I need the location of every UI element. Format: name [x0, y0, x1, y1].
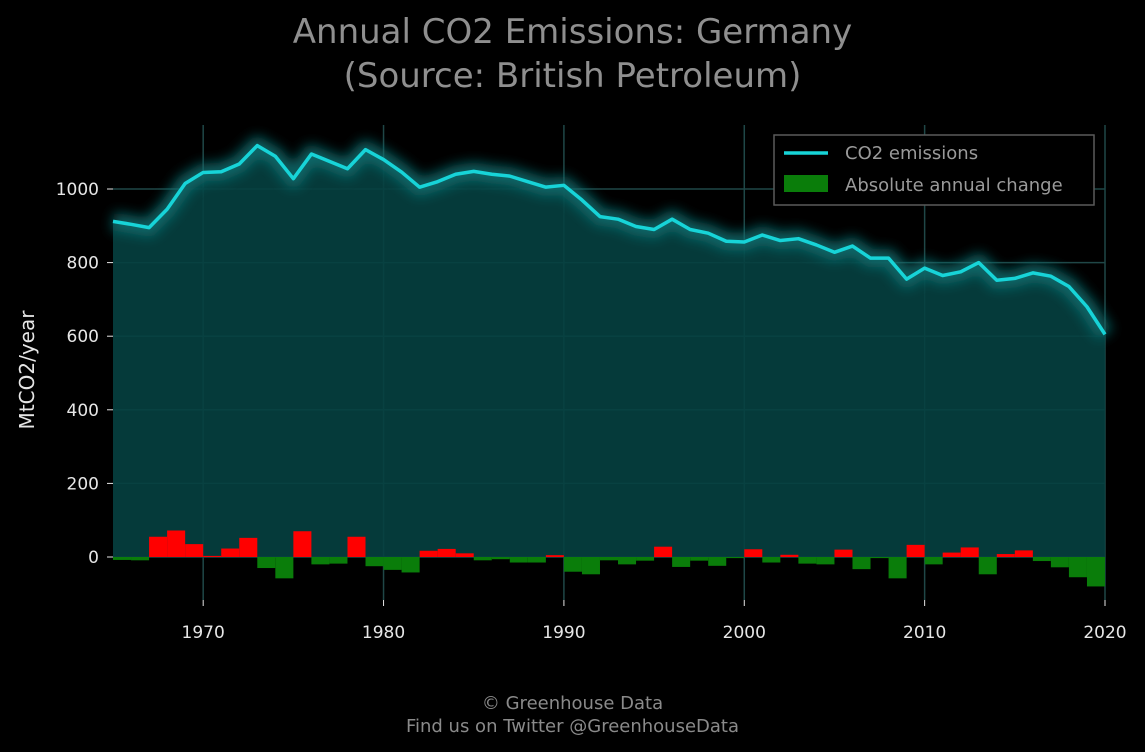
x-tick-label: 2000 — [723, 623, 766, 643]
annual-change-bar — [636, 557, 655, 561]
legend: CO2 emissions Absolute annual change — [773, 134, 1095, 206]
annual-change-bar — [1086, 557, 1105, 587]
annual-change-bar — [798, 557, 817, 564]
x-tick-label: 1990 — [542, 623, 585, 643]
annual-change-bar — [996, 554, 1015, 557]
annual-change-bar — [618, 557, 637, 565]
y-axis-title: MtCO2/year — [15, 310, 39, 430]
annual-change-bar — [924, 557, 943, 565]
annual-change-bar — [509, 557, 528, 563]
annual-change-bar — [527, 557, 546, 563]
y-tick-label: 800 — [67, 254, 99, 274]
emissions-line — [112, 143, 1107, 336]
x-axis-ticks: 1970 1980 1990 2000 2010 2020 — [182, 600, 1127, 643]
annual-change-bar — [293, 531, 312, 557]
annual-change-bar — [1050, 557, 1069, 568]
annual-change-bar — [978, 557, 997, 575]
annual-change-bar — [473, 557, 492, 561]
annual-change-bar — [654, 546, 673, 557]
annual-change-bar — [906, 544, 925, 557]
annual-change-bar — [960, 547, 979, 557]
chart-title-line1: Annual CO2 Emissions: Germany — [292, 12, 853, 52]
y-axis-ticks: 0 200 400 600 800 1000 — [56, 180, 113, 568]
annual-change-bar — [365, 557, 384, 567]
y-tick-label: 0 — [88, 548, 99, 568]
annual-change-bar — [690, 557, 709, 561]
annual-change-bar — [113, 557, 132, 560]
annual-change-bar — [599, 557, 619, 561]
chart-title: Annual CO2 Emissions: Germany (Source: B… — [0, 10, 1145, 98]
annual-change-bar — [1014, 550, 1033, 557]
annual-change-bar — [545, 555, 564, 557]
annual-change-bar — [834, 549, 853, 557]
annual-change-bar — [888, 557, 907, 579]
footer: © Greenhouse Data Find us on Twitter @Gr… — [0, 692, 1145, 738]
annual-change-bar — [455, 553, 474, 557]
annual-change-bar — [257, 557, 276, 569]
annual-change-bar — [383, 557, 402, 570]
annual-change-bar — [401, 557, 420, 573]
annual-change-bar — [329, 557, 348, 564]
legend-box — [773, 134, 1095, 206]
y-tick-label: 600 — [67, 327, 99, 347]
annual-change-bar — [852, 557, 871, 570]
footer-copyright: © Greenhouse Data — [481, 693, 664, 714]
emissions-area-fill — [113, 145, 1105, 558]
annual-change-bar — [203, 555, 222, 557]
x-tick-label: 2020 — [1083, 623, 1126, 643]
y-tick-label: 1000 — [56, 180, 99, 200]
annual-change-bar — [491, 557, 510, 560]
annual-change-bar — [437, 548, 456, 557]
y-tick-label: 400 — [67, 401, 99, 421]
legend-bar-swatch — [784, 175, 828, 192]
annual-change-bar — [942, 552, 961, 557]
annual-change-bar — [816, 557, 835, 565]
emissions-area — [113, 145, 1105, 558]
annual-change-bar — [581, 557, 600, 575]
annual-change-bar — [185, 544, 204, 557]
annual-change-bar — [149, 536, 168, 557]
annual-change-bar — [1068, 557, 1087, 578]
x-tick-label: 1980 — [362, 623, 405, 643]
y-tick-label: 200 — [67, 474, 99, 494]
annual-change-bar — [419, 550, 438, 557]
annual-change-bar — [726, 557, 745, 559]
annual-change-bar — [167, 530, 186, 557]
annual-change-bar — [239, 537, 258, 557]
annual-change-bar — [870, 557, 889, 559]
annual-change-bar — [563, 557, 582, 572]
chart-title-line2: (Source: British Petroleum) — [343, 56, 802, 96]
x-tick-label: 2010 — [903, 623, 946, 643]
x-tick-label: 1970 — [182, 623, 225, 643]
annual-change-bar — [131, 557, 150, 561]
annual-change-bar — [221, 548, 240, 557]
annual-change-bar — [275, 557, 294, 579]
annual-change-bar — [672, 557, 691, 567]
annual-change-bar — [744, 549, 763, 557]
annual-change-bar — [1032, 557, 1051, 562]
legend-label-change: Absolute annual change — [845, 175, 1063, 196]
annual-change-bar — [780, 554, 799, 557]
annual-change-bar — [311, 557, 330, 565]
emissions-line-group — [111, 136, 1113, 340]
annual-change-bars — [113, 530, 1105, 587]
annual-change-bar — [708, 557, 727, 566]
annual-change-bar — [347, 536, 366, 557]
footer-twitter: Find us on Twitter @GreenhouseData — [405, 716, 740, 737]
annual-change-bar — [762, 557, 781, 563]
legend-label-emissions: CO2 emissions — [845, 143, 978, 164]
